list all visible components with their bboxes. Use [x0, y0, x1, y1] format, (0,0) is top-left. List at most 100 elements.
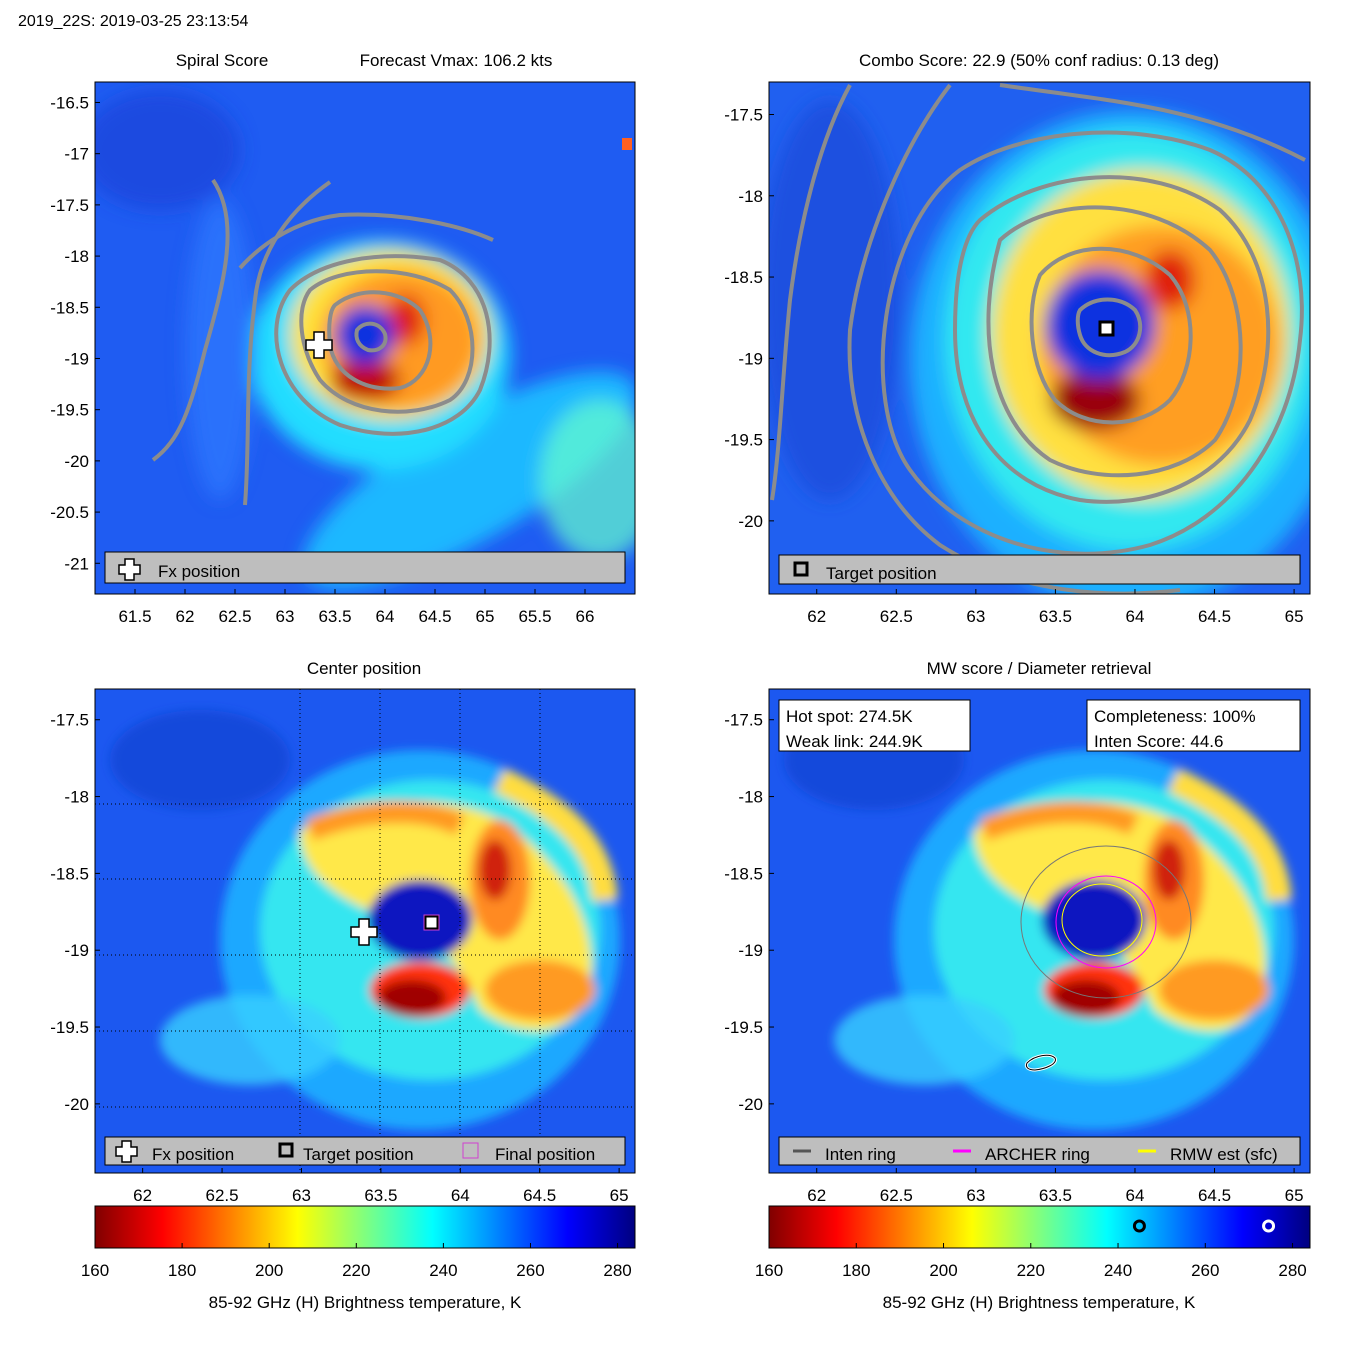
inten-ring [1020, 845, 1192, 999]
fx-position-cross-icon [305, 331, 333, 359]
panel4-heatmap: Hot spot: 274.5K Weak link: 244.9K Compl… [769, 689, 1310, 1173]
colorbar-tick-label: 280 [603, 1261, 631, 1280]
panel3-legend-final-label: Final position [495, 1145, 595, 1164]
y-tick-label: -18.5 [724, 268, 763, 287]
x-tick-label: 64.5 [418, 607, 451, 626]
x-tick-label: 64 [1126, 607, 1145, 626]
panel1-axes: 61.5 62 62.5 63 63.5 64 64.5 65 65.5 66 -16.5 -17 -1… [50, 93, 594, 626]
colorbar-tick-label: 240 [429, 1261, 457, 1280]
colorbar-right: 160 180 200 220 240 260 280 85-92 GHz (H) Brig… [755, 1205, 1311, 1312]
y-tick-label: -17.5 [50, 711, 89, 730]
y-tick-label: -18.5 [50, 864, 89, 883]
y-tick-label: -21 [64, 554, 89, 573]
panel1-legend: Fx position [104, 551, 626, 584]
x-tick-label: 64 [451, 1186, 470, 1205]
x-tick-label: 65 [1285, 607, 1304, 626]
panel4-legend: Inten ring ARCHER ring RMW est (sfc) [778, 1136, 1301, 1166]
completeness-label: Completeness: 100% [1094, 707, 1256, 726]
x-tick-label: 63.5 [1039, 1186, 1072, 1205]
panel-mw-score: MW score / Diameter retrieval [724, 659, 1311, 1205]
x-tick-label: 64 [1126, 1186, 1145, 1205]
y-tick-label: -20.5 [50, 503, 89, 522]
info-box-left: Hot spot: 274.5K Weak link: 244.9K [778, 699, 971, 752]
y-tick-label: -19 [738, 941, 763, 960]
x-tick-label: 63 [966, 607, 985, 626]
weak-link-marker [1132, 1219, 1146, 1233]
x-tick-label: 65.5 [518, 607, 551, 626]
panel3-frame [94, 688, 636, 1174]
y-tick-label: -17.5 [724, 711, 763, 730]
panel2-title: Combo Score: 22.9 (50% conf radius: 0.13… [859, 51, 1219, 70]
panel1-title-right: Forecast Vmax: 106.2 kts [360, 51, 553, 70]
panel1-contours [151, 178, 494, 506]
archer-ring [1055, 875, 1157, 969]
y-tick-label: -20 [738, 1095, 763, 1114]
final-position-square-icon [423, 914, 440, 931]
colorbar-tick-label: 220 [1017, 1261, 1045, 1280]
colorbar-tick-label: 220 [342, 1261, 370, 1280]
panel2-contours [770, 83, 1306, 594]
x-tick-label: 65 [476, 607, 495, 626]
panel3-title: Center position [307, 659, 421, 678]
y-tick-label: -19 [64, 941, 89, 960]
panel-spiral-score: Spiral Score Forecast Vmax: 106.2 kts [50, 51, 636, 626]
hot-spot-label: Hot spot: 274.5K [786, 707, 913, 726]
y-tick-label: -17.5 [50, 196, 89, 215]
colorbar-tick-label: 200 [929, 1261, 957, 1280]
panel2-heatmap: Target position [769, 82, 1310, 594]
figure-title: 2019_22S: 2019-03-25 23:13:54 [18, 13, 249, 30]
colorbar-left: 160 180 200 220 240 260 280 85-92 GHz (H) Brig… [81, 1205, 636, 1312]
x-tick-label: 62 [807, 1186, 826, 1205]
target-position-square-icon [1098, 320, 1115, 337]
panel4-legend-archer-label: ARCHER ring [985, 1145, 1090, 1164]
legend-fx-cross-icon [118, 558, 141, 581]
panel3-heatmap: Fx position Target position Final positi… [95, 689, 635, 1173]
x-tick-label: 63.5 [1039, 607, 1072, 626]
y-tick-label: -18 [64, 788, 89, 807]
x-tick-label: 66 [576, 607, 595, 626]
x-tick-label: 62.5 [880, 1186, 913, 1205]
x-tick-label: 63.5 [318, 607, 351, 626]
x-tick-label: 63 [966, 1186, 985, 1205]
legend-fx-cross-icon [115, 1140, 138, 1163]
x-tick-label: 63.5 [364, 1186, 397, 1205]
panel2-legend: Target position [778, 554, 1301, 585]
y-tick-label: -20 [64, 452, 89, 471]
colorbar-tick-label: 200 [255, 1261, 283, 1280]
x-tick-label: 62.5 [206, 1186, 239, 1205]
x-tick-label: 64.5 [1198, 607, 1231, 626]
panel-center-position: Center position [50, 659, 636, 1205]
x-tick-label: 62.5 [880, 607, 913, 626]
y-tick-label: -19.5 [50, 1018, 89, 1037]
panel2-legend-target-label: Target position [826, 564, 937, 583]
colorbar-tick-label: 280 [1278, 1261, 1306, 1280]
y-tick-label: -20 [738, 512, 763, 531]
x-tick-label: 64.5 [523, 1186, 556, 1205]
x-tick-label: 63 [292, 1186, 311, 1205]
weak-link-label: Weak link: 244.9K [786, 732, 923, 751]
panel2-axes: 62 62.5 63 63.5 64 64.5 65 -17.5 -18 -18.5 -19 -19.… [724, 106, 1303, 626]
y-tick-label: -18 [738, 187, 763, 206]
info-box-right: Completeness: 100% Inten Score: 44.6 [1086, 699, 1301, 752]
panel1-legend-fx-label: Fx position [158, 562, 240, 581]
y-tick-label: -19 [64, 349, 89, 368]
panel-combo-score: Combo Score: 22.9 (50% conf radius: 0.13… [724, 51, 1311, 626]
y-tick-label: -18 [64, 247, 89, 266]
y-tick-label: -18 [738, 788, 763, 807]
hot-spot-marker [1262, 1219, 1276, 1233]
x-tick-label: 62 [176, 607, 195, 626]
colorbar-tick-label: 260 [1191, 1261, 1219, 1280]
panel4-title: MW score / Diameter retrieval [927, 659, 1152, 678]
colorbar-tick-label: 260 [516, 1261, 544, 1280]
x-tick-label: 65 [610, 1186, 629, 1205]
panel2-frame [768, 81, 1311, 595]
y-tick-label: -16.5 [50, 93, 89, 112]
colorbar-tick-label: 160 [755, 1261, 783, 1280]
inten-score-label: Inten Score: 44.6 [1094, 732, 1223, 751]
panel4-frame [768, 688, 1311, 1174]
x-tick-label: 64.5 [1198, 1186, 1231, 1205]
panel3-grid [95, 689, 635, 1173]
fx-position-cross-icon [350, 918, 378, 946]
x-tick-label: 61.5 [118, 607, 151, 626]
